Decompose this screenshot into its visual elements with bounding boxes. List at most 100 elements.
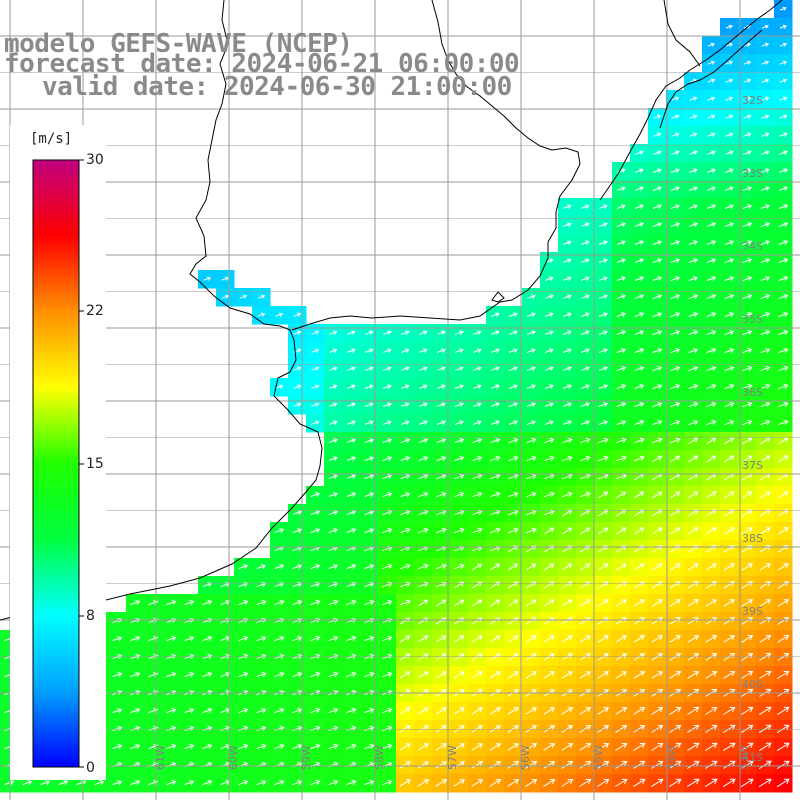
wind-arrow — [779, 96, 788, 101]
wind-arrow — [707, 78, 716, 83]
wind-arrow — [544, 276, 554, 281]
wind-arrow — [417, 725, 429, 733]
wind-arrow — [508, 420, 518, 425]
wind-arrow — [599, 204, 608, 209]
wind-arrow — [419, 330, 428, 335]
wind-arrow — [238, 708, 249, 714]
wind-arrow — [382, 510, 393, 516]
wind-arrow — [704, 778, 718, 788]
wind-arrow — [274, 564, 285, 570]
wind-arrow — [688, 366, 699, 372]
wind-arrow — [705, 707, 718, 715]
wind-arrow — [616, 402, 627, 408]
wind-arrow — [633, 599, 645, 607]
wind-arrow — [580, 258, 590, 263]
wind-arrow — [724, 384, 735, 390]
wind-arrow — [597, 599, 609, 607]
wind-arrow — [543, 617, 555, 625]
wind-arrow — [472, 366, 482, 371]
wind-arrow — [435, 671, 447, 679]
wind-arrow — [382, 653, 393, 660]
wind-arrow — [454, 366, 464, 371]
wind-arrow — [454, 599, 465, 607]
wind-arrow — [346, 564, 357, 570]
wind-arrow — [166, 780, 177, 786]
wind-arrow — [724, 330, 735, 336]
wind-arrow — [508, 599, 519, 607]
wind-arrow — [579, 761, 592, 769]
wind-arrow — [561, 725, 574, 733]
wind-arrow — [670, 222, 681, 227]
wind-arrow — [418, 617, 429, 625]
wind-arrow — [472, 473, 483, 480]
wind-arrow — [238, 654, 249, 660]
wind-arrow — [328, 599, 339, 606]
wind-arrow — [633, 581, 645, 589]
wind-arrow — [707, 132, 716, 137]
wind-arrow — [760, 383, 771, 390]
wind-arrow — [778, 222, 789, 228]
wind-arrow — [507, 617, 519, 625]
wind-arrow — [581, 240, 590, 245]
wind-arrow — [202, 744, 213, 750]
wind-arrow — [616, 168, 626, 173]
wind-arrow — [778, 330, 789, 336]
wind-arrow — [562, 509, 573, 517]
wind-arrow — [742, 330, 753, 336]
wind-arrow — [418, 420, 428, 425]
wind-arrow — [724, 312, 735, 318]
wind-arrow — [328, 564, 339, 570]
colorbar — [32, 159, 80, 768]
wind-arrow — [329, 366, 338, 371]
wind-arrow — [346, 599, 357, 606]
wind-arrow — [598, 312, 608, 317]
wind-arrow — [561, 491, 573, 498]
wind-arrow — [40, 780, 51, 786]
wind-arrow — [652, 312, 663, 318]
wind-arrow — [328, 653, 339, 660]
wind-arrow — [724, 150, 734, 155]
wind-arrow — [453, 761, 465, 769]
wind-arrow — [597, 743, 610, 751]
wind-arrow — [400, 563, 411, 570]
wind-arrow — [508, 384, 518, 389]
wind-arrow — [669, 725, 682, 733]
wind-arrow — [202, 600, 213, 606]
wind-arrow — [328, 635, 339, 642]
wind-arrow — [652, 366, 663, 372]
wind-arrow — [293, 384, 302, 389]
wind-arrow — [202, 780, 213, 786]
wind-arrow — [758, 724, 772, 734]
wind-arrow — [761, 96, 770, 101]
colorbar-tick-22: 22 — [86, 303, 104, 319]
wind-arrow — [597, 707, 610, 715]
wind-arrow — [328, 671, 339, 678]
wind-arrow — [652, 491, 663, 499]
wind-arrow — [238, 636, 249, 642]
wind-arrow — [544, 563, 555, 571]
island-path — [491, 291, 505, 303]
wind-arrow — [689, 150, 698, 155]
wind-arrow — [669, 599, 681, 607]
wind-arrow — [489, 779, 502, 787]
wind-arrow — [760, 258, 771, 264]
wind-arrow — [633, 437, 645, 444]
wind-arrow — [579, 779, 592, 787]
wind-arrow — [742, 258, 753, 264]
wind-arrow — [777, 599, 790, 607]
wind-arrow — [400, 510, 411, 516]
wind-arrow — [400, 420, 410, 425]
wind-arrow — [761, 114, 770, 119]
wind-arrow — [310, 599, 321, 606]
wind-arrow — [471, 779, 484, 787]
wind-arrow — [562, 258, 572, 263]
wind-arrow — [633, 635, 645, 643]
wind-arrow — [112, 708, 123, 714]
wind-arrow — [221, 276, 230, 281]
wind-arrow — [365, 384, 374, 389]
wind-arrow — [706, 168, 716, 173]
wind-arrow — [707, 42, 715, 47]
wind-arrow — [706, 402, 717, 408]
wind-arrow — [597, 617, 609, 625]
wind-arrow — [760, 419, 771, 426]
